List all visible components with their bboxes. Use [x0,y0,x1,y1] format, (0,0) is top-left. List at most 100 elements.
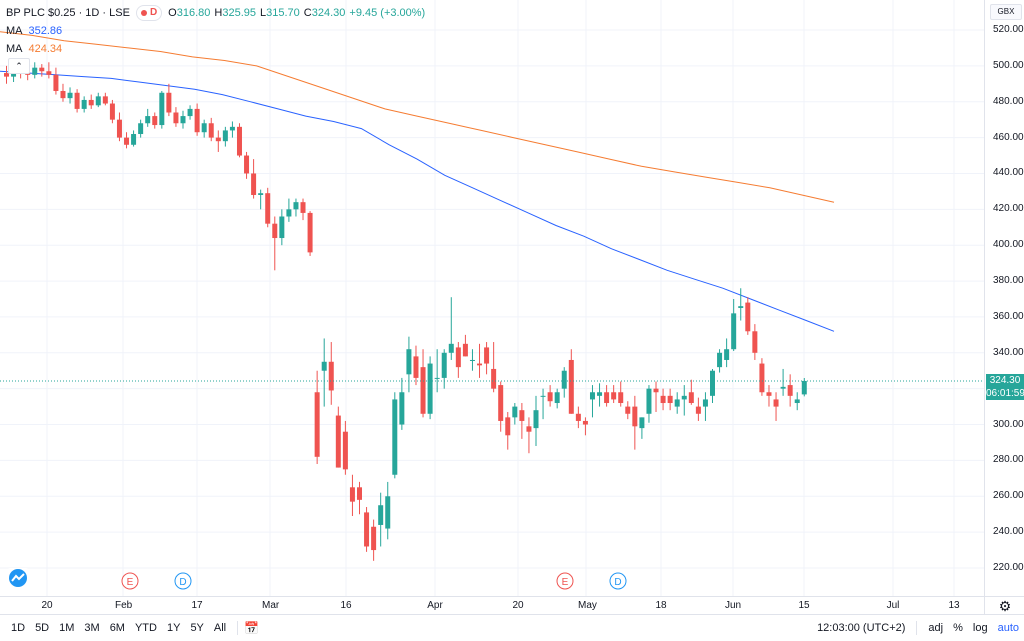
candle-body [738,306,744,308]
low-value: 315.70 [266,7,300,19]
timezone-clock[interactable]: 12:03:00 (UTC+2) [817,622,906,634]
time-axis[interactable]: 20 Feb 17 Mar 16 Apr 20 May 18 Jun 15 Jul 13 [0,596,984,615]
chart-settings-gear-icon[interactable]: ⚙ [984,596,1024,615]
time-tick-label: Jul [886,600,900,611]
candle-body [589,392,595,400]
candle-body [53,74,59,91]
candle-body [60,90,66,99]
symbol-name[interactable]: BP PLC $0.25 [6,7,76,19]
price-tick-label: 240.00 [993,526,1024,538]
candle-body [448,343,454,353]
chart-legend: BP PLC $0.25 · 1D · LSE D O 316.80 H 325.9… [6,4,425,58]
candle-body [469,359,475,361]
change-value: +9.45 (+3.00%) [349,7,426,19]
candle-body [116,119,122,138]
log-scale-toggle[interactable]: log [972,622,988,634]
candle-body [533,410,539,429]
collapse-legend-button[interactable]: ⌃ [8,58,30,74]
range-button-3m[interactable]: 3M [84,622,100,634]
dividend-marker[interactable]: D [609,572,627,590]
candle-body [773,399,779,407]
chart-pane[interactable]: E D E D BP PLC $0.25 · 1D · LSE D O 316.80 H… [0,0,984,596]
candle-body [505,417,511,436]
range-button-5y[interactable]: 5Y [190,622,204,634]
candle-body [124,137,130,145]
currency-label: GBX [990,4,1022,20]
candle-body [180,116,186,124]
candle-body [67,92,73,99]
candle-body [152,116,158,126]
time-tick-label: Feb [115,600,133,611]
candle-body [222,130,228,142]
interval-label[interactable]: 1D [85,7,100,19]
candle-body [251,173,257,195]
candle-body [674,399,680,407]
time-tick-label: 13 [948,600,960,611]
candle-body [88,99,94,106]
marker-letter: D [614,577,621,588]
tradingview-logo-icon[interactable] [6,568,30,588]
range-button-ytd[interactable]: YTD [134,622,157,634]
candle-body [314,392,320,457]
range-button-all[interactable]: All [213,622,227,634]
time-tick-label: Apr [427,600,443,611]
candle-body [568,359,574,414]
candle-body [695,406,701,414]
price-tick-label: 420.00 [993,203,1024,215]
candle-body [477,363,483,366]
range-buttons: 1D 5D 1M 3M 6M YTD 1Y 5Y All [0,622,231,634]
range-button-6m[interactable]: 6M [109,622,125,634]
candle-body [625,406,631,414]
candle-body [611,392,617,400]
candle-body [554,392,560,404]
candle-body [413,356,419,378]
candle-body [208,123,214,138]
auto-scale-toggle[interactable]: auto [997,622,1019,634]
candle-body [498,385,504,421]
percent-scale-toggle[interactable]: % [953,622,963,634]
candle-body [357,487,362,500]
candle-body [752,331,758,353]
candle-body [639,417,645,429]
candle-body [81,99,87,109]
marker-letter: D [179,577,186,588]
toolbar-divider [237,621,239,635]
ma-long-row[interactable]: MA 424.34 [6,40,425,58]
ma-short-row[interactable]: MA 352.86 [6,22,425,40]
status-dot-icon [140,10,147,16]
candle-body [632,406,638,427]
earnings-marker[interactable]: E [556,572,574,590]
time-tick-label: May [578,600,597,611]
dividend-marker[interactable]: D [174,572,192,590]
price-tick-label: 460.00 [993,131,1024,143]
low-label: L [260,7,267,19]
candle-body [794,399,800,404]
candle-body [201,123,207,133]
marker-letter: E [562,577,569,588]
candle-body [681,395,687,400]
candle-body [512,406,518,418]
range-button-1m[interactable]: 1M [59,622,75,634]
candle-body [46,71,52,75]
price-axis[interactable]: 520.00 500.00 480.00 460.00 440.00 420.00 400.… [984,0,1024,596]
candle-body [109,103,115,120]
candle-body [378,505,384,525]
candle-body [187,108,193,117]
adjust-toggle[interactable]: adj [928,622,944,634]
range-button-1y[interactable]: 1Y [166,622,181,634]
candle-body [801,380,807,395]
range-button-1d[interactable]: 1D [11,622,26,634]
price-tick-label: 400.00 [993,239,1024,251]
date-range-calendar-icon[interactable]: 📅 [244,621,260,635]
candle-body [371,526,377,551]
price-tick-label: 380.00 [993,275,1024,287]
time-tick-label: Mar [262,600,280,611]
time-tick-label: 20 [512,600,524,611]
earnings-marker[interactable]: E [121,572,139,590]
high-value: 325.95 [222,7,256,19]
range-button-5d[interactable]: 5D [35,622,50,634]
candle-body [328,361,334,391]
price-tick-label: 280.00 [993,454,1024,466]
candlestick-chart[interactable]: E D E D [0,0,984,596]
data-status-badge[interactable]: D [135,5,163,21]
